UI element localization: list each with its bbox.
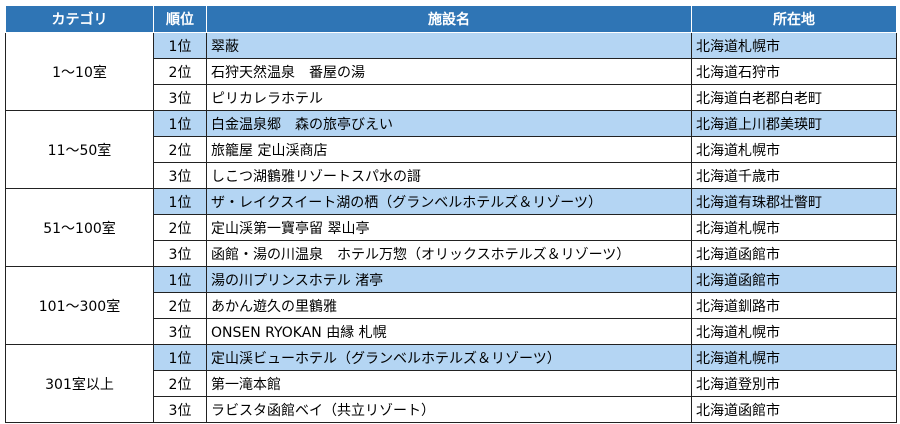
facility-name-cell: しこつ湖鶴雅リゾートスパ水の謌	[206, 162, 692, 189]
facility-name-cell: 第一滝本館	[206, 370, 692, 397]
header-facility: 施設名	[206, 5, 692, 33]
table-row: 2位 あかん遊久の里鶴雅 北海道釧路市	[6, 292, 897, 319]
category-cell: 1～10室	[5, 32, 154, 111]
table-row: 1～10室 1位 翠蔽 北海道札幌市	[5, 32, 897, 111]
category-cell: 301室以上	[5, 344, 154, 423]
facility-name-cell: 石狩天然温泉 番屋の湯	[206, 58, 692, 85]
header-location: 所在地	[691, 5, 897, 33]
location-cell: 北海道札幌市	[691, 136, 897, 163]
facility-name-cell: 定山渓第一寶亭留 翠山亭	[206, 214, 692, 241]
table-row: 2位 第一滝本館 北海道登別市	[6, 370, 897, 397]
rank-cell: 1位	[153, 32, 207, 59]
table-row: 2位 旅籠屋 定山渓商店 北海道札幌市	[6, 136, 897, 163]
facility-name-cell: 函館・湯の川温泉 ホテル万惣（オリックスホテルズ＆リゾーツ）	[206, 240, 692, 267]
rank-cell: 2位	[153, 58, 207, 85]
location-cell: 北海道札幌市	[691, 214, 897, 241]
rank-cell: 2位	[153, 292, 207, 319]
facility-name-cell: 白金温泉郷 森の旅亭びえい	[206, 110, 692, 137]
category-cell: 101～300室	[5, 266, 154, 345]
facility-name-cell: 湯の川プリンスホテル 渚亭	[206, 266, 692, 293]
facility-name-cell: ピリカレラホテル	[206, 84, 692, 111]
rank-cell: 3位	[153, 84, 207, 111]
location-cell: 北海道函館市	[691, 240, 897, 267]
location-cell: 北海道千歳市	[691, 162, 897, 189]
rank-cell: 1位	[153, 344, 207, 371]
rank-cell: 1位	[153, 266, 207, 293]
header-row: カテゴリ 順位 施設名 所在地	[5, 5, 897, 33]
rank-cell: 1位	[153, 110, 207, 137]
facility-name-cell: 翠蔽	[206, 32, 692, 59]
facility-name-cell: あかん遊久の里鶴雅	[206, 292, 692, 319]
rank-cell: 2位	[153, 214, 207, 241]
table-row: 3位 ラビスタ函館ベイ（共立リゾート） 北海道函館市	[6, 396, 897, 423]
facility-name-cell: ラビスタ函館ベイ（共立リゾート）	[206, 396, 692, 423]
table-row: 3位 ピリカレラホテル 北海道白老郡白老町	[6, 84, 897, 111]
rank-cell: 3位	[153, 396, 207, 423]
facility-name-cell: ONSEN RYOKAN 由縁 札幌	[206, 318, 692, 345]
location-cell: 北海道登別市	[691, 370, 897, 397]
table-row: 301室以上 1位 定山渓ビューホテル（グランベルホテルズ＆リゾーツ） 北海道札幌市	[5, 344, 897, 423]
rank-cell: 3位	[153, 240, 207, 267]
table-row: 3位 しこつ湖鶴雅リゾートスパ水の謌 北海道千歳市	[6, 162, 897, 189]
rank-cell: 2位	[153, 136, 207, 163]
location-cell: 北海道上川郡美瑛町	[691, 110, 897, 137]
location-cell: 北海道札幌市	[691, 344, 897, 371]
table-row: 3位 ONSEN RYOKAN 由縁 札幌 北海道札幌市	[6, 318, 897, 345]
table-row: 51～100室 1位 ザ・レイクスイート湖の栖（グランベルホテルズ＆リゾーツ） 北海道…	[5, 188, 897, 267]
location-cell: 北海道石狩市	[691, 58, 897, 85]
location-cell: 北海道有珠郡壮瞥町	[691, 188, 897, 215]
category-cell: 51～100室	[5, 188, 154, 267]
location-cell: 北海道釧路市	[691, 292, 897, 319]
location-cell: 北海道白老郡白老町	[691, 84, 897, 111]
location-cell: 北海道函館市	[691, 266, 897, 293]
table-row: 2位 石狩天然温泉 番屋の湯 北海道石狩市	[6, 58, 897, 85]
rank-cell: 1位	[153, 188, 207, 215]
rank-cell: 3位	[153, 318, 207, 345]
rank-cell: 3位	[153, 162, 207, 189]
facility-name-cell: 定山渓ビューホテル（グランベルホテルズ＆リゾーツ）	[206, 344, 692, 371]
rank-cell: 2位	[153, 370, 207, 397]
location-cell: 北海道函館市	[691, 396, 897, 423]
table-row: 11～50室 1位 白金温泉郷 森の旅亭びえい 北海道上川郡美瑛町	[5, 110, 897, 189]
header-rank: 順位	[153, 5, 207, 33]
location-cell: 北海道札幌市	[691, 318, 897, 345]
facility-name-cell: 旅籠屋 定山渓商店	[206, 136, 692, 163]
ranking-table: カテゴリ 順位 施設名 所在地 1～10室 1位 翠蔽 北海道札幌市 2位 石狩天然温泉 …	[5, 5, 897, 423]
location-cell: 北海道札幌市	[691, 32, 897, 59]
header-category: カテゴリ	[5, 5, 154, 33]
facility-name-cell: ザ・レイクスイート湖の栖（グランベルホテルズ＆リゾーツ）	[206, 188, 692, 215]
category-cell: 11～50室	[5, 110, 154, 189]
table-row: 101～300室 1位 湯の川プリンスホテル 渚亭 北海道函館市	[5, 266, 897, 345]
table-row: 2位 定山渓第一寶亭留 翠山亭 北海道札幌市	[6, 214, 897, 241]
